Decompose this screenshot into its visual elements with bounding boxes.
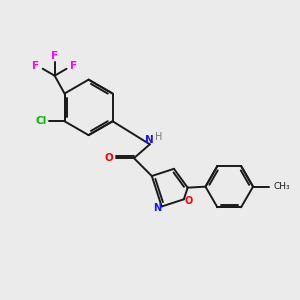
Text: O: O xyxy=(105,153,114,163)
Text: F: F xyxy=(51,51,58,61)
Text: N: N xyxy=(153,203,161,214)
Text: F: F xyxy=(32,61,39,71)
Text: CH₃: CH₃ xyxy=(274,182,290,191)
Text: H: H xyxy=(155,132,162,142)
Text: O: O xyxy=(185,196,193,206)
Text: N: N xyxy=(146,135,154,145)
Text: Cl: Cl xyxy=(35,116,46,126)
Text: F: F xyxy=(70,61,77,71)
